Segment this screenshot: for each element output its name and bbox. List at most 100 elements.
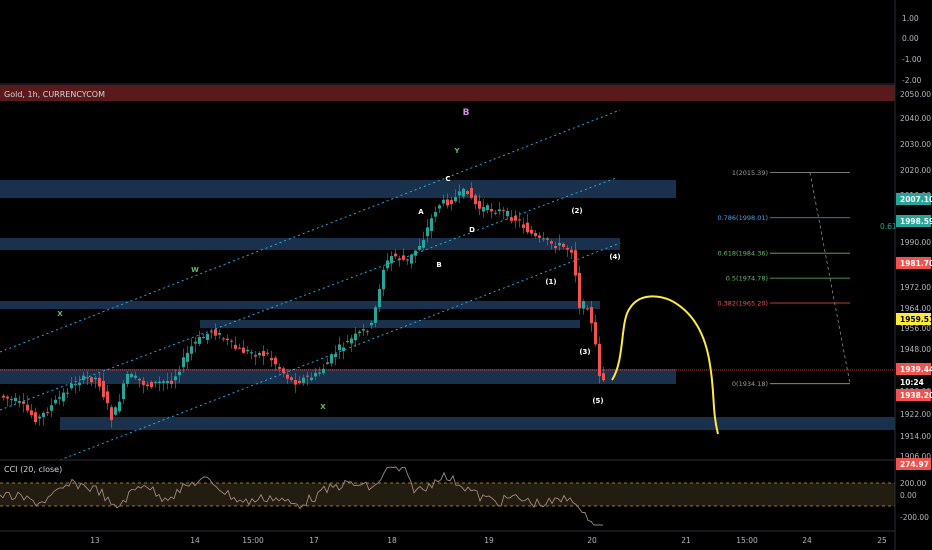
candle xyxy=(346,335,349,344)
candle xyxy=(594,314,597,347)
candle xyxy=(282,366,285,377)
candle xyxy=(354,327,357,347)
svg-text:2007.10: 2007.10 xyxy=(900,195,932,204)
candle xyxy=(218,329,221,340)
wave-label: W xyxy=(191,266,199,274)
time-axis[interactable]: 13 14 15:00 17 18 19 20 21 15:00 24 25 xyxy=(0,530,895,545)
price-scale-tick: 2040.00 xyxy=(900,114,931,123)
candle xyxy=(42,411,45,426)
candle xyxy=(274,355,277,371)
candle xyxy=(358,329,361,337)
candle xyxy=(266,349,269,357)
candle xyxy=(334,345,337,366)
fib-level: 0.382(1965.20) xyxy=(717,300,850,308)
price-scale-tick: 2030.00 xyxy=(900,140,931,149)
candle xyxy=(586,305,589,311)
candle xyxy=(158,376,161,392)
fib-retracement: 1(2015.39) 0.786(1998.01) 0.618(1984.36) 0.… xyxy=(717,169,896,388)
time-tick: 21 xyxy=(681,536,691,545)
trend-channel xyxy=(0,109,621,461)
candle xyxy=(438,203,441,214)
candle xyxy=(86,370,89,386)
candle xyxy=(90,376,93,387)
candle xyxy=(326,357,329,365)
wave-label: (2) xyxy=(571,207,582,215)
candle xyxy=(570,246,573,259)
candle xyxy=(322,363,325,375)
candle xyxy=(558,234,561,251)
candle xyxy=(458,184,461,204)
wave-label: (5) xyxy=(592,397,603,405)
candle xyxy=(174,369,177,389)
candle xyxy=(126,371,129,388)
candle xyxy=(262,345,265,365)
candle xyxy=(154,380,157,388)
svg-text:274.97: 274.97 xyxy=(900,460,929,469)
candle xyxy=(10,395,13,407)
symbol-label: Gold, 1h, CURRENCYCOM xyxy=(4,90,105,99)
svg-text:1998.59: 1998.59 xyxy=(900,217,932,226)
candle xyxy=(394,249,397,260)
zone-2010 xyxy=(0,180,676,198)
candle xyxy=(510,210,513,224)
candle xyxy=(190,338,193,361)
time-tick: 18 xyxy=(387,536,397,545)
candle xyxy=(166,372,169,390)
candle xyxy=(70,376,73,391)
candle xyxy=(258,351,261,358)
candle xyxy=(50,398,53,417)
time-tick: 13 xyxy=(90,536,100,545)
candle xyxy=(554,241,557,254)
candle xyxy=(378,284,381,313)
candle xyxy=(142,376,145,394)
fib-level: 1(2015.39) xyxy=(732,169,850,177)
candle xyxy=(534,230,537,239)
candle xyxy=(410,253,413,269)
candle xyxy=(170,372,173,389)
candle xyxy=(62,388,65,407)
candle xyxy=(202,333,205,339)
cci-scale-tick: 200.00 xyxy=(900,479,926,488)
wave-label: C xyxy=(445,175,450,183)
candle xyxy=(94,376,97,389)
candle xyxy=(66,388,69,399)
candle xyxy=(118,393,121,414)
wave-label: (3) xyxy=(579,348,590,356)
price-scale[interactable]: 1.00 0.00 -1.00 -2.00 2050.00 2040.00 2030.00 2… xyxy=(894,0,932,550)
candle xyxy=(590,300,593,332)
fib-side-label: 0.61 xyxy=(880,222,897,231)
top-scale-tick: -2.00 xyxy=(902,76,922,85)
cci-line xyxy=(0,466,603,526)
price-badge: 1981.70 xyxy=(896,257,932,269)
price-badge: 10:24 xyxy=(896,376,931,388)
candle xyxy=(374,305,377,328)
candle xyxy=(522,217,525,234)
candle xyxy=(454,189,457,204)
candle xyxy=(134,371,137,380)
price-scale-tick: 1956.00 xyxy=(900,324,931,333)
candle xyxy=(98,372,101,392)
candle xyxy=(306,371,309,386)
candle xyxy=(434,206,437,223)
candle xyxy=(130,371,133,379)
candle xyxy=(446,193,449,209)
price-badge: 1998.59 xyxy=(896,215,932,227)
candle xyxy=(390,251,393,272)
time-tick: 15:00 xyxy=(736,536,758,545)
svg-text:0.786(1998.01): 0.786(1998.01) xyxy=(717,214,768,222)
candle xyxy=(82,372,85,385)
candle xyxy=(234,336,237,351)
candle xyxy=(494,209,497,216)
candle xyxy=(250,349,253,360)
candle xyxy=(186,345,189,370)
cci-scale: 274.97 200.00 0.00 -200.00 xyxy=(896,458,931,522)
candle xyxy=(22,392,25,413)
candle xyxy=(546,236,549,246)
candle xyxy=(146,381,149,390)
top-scale-tick: -1.00 xyxy=(902,55,922,64)
candle xyxy=(30,404,33,419)
resistance-band xyxy=(0,85,895,101)
candlestick-series xyxy=(2,182,605,428)
candle xyxy=(26,396,29,414)
